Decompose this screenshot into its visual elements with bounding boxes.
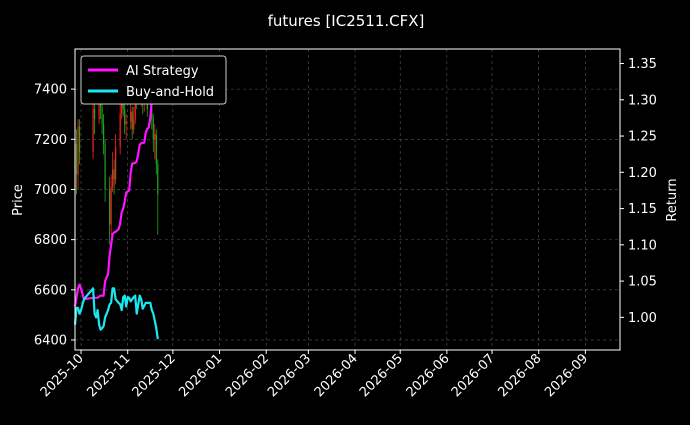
candle-body [77,126,79,175]
candle-body [92,109,94,152]
candle-body [119,114,121,147]
right-tick-label: 1.05 [628,275,657,290]
candle-body [93,109,96,120]
left-axis-label: Price [11,184,26,216]
candle-body [131,111,133,130]
candle-body [113,169,115,180]
buy-and-hold-line [73,287,159,340]
left-axis-ticks: 6400 6600 6800 7000 7200 7400 [34,83,75,348]
candle-body [110,186,112,225]
right-tick-label: 1.10 [628,238,657,253]
candle-body [109,189,111,225]
candle-body [101,106,103,125]
chart-title: futures [IC2511.CFX] [268,12,425,30]
legend-label-buy-and-hold: Buy-and-Hold [126,85,214,100]
candle-body [104,144,106,190]
candle-body [115,146,117,180]
candle-body [130,111,132,122]
left-tick-label: 6400 [34,333,67,348]
right-tick-label: 1.35 [628,57,657,72]
right-tick-label: 1.15 [628,202,657,217]
candle-body [98,99,100,120]
left-tick-label: 7200 [34,133,67,148]
candle-body [133,119,135,130]
right-tick-label: 1.20 [628,166,657,181]
candle-body [112,169,114,187]
left-tick-label: 7000 [34,183,67,198]
candle-body [78,126,81,152]
plot-frame [74,48,621,351]
candle-body [152,119,154,140]
candle-body [154,134,156,140]
left-tick-label: 6800 [34,233,67,248]
candle-body [134,94,136,120]
candle-body [75,144,78,175]
grid-lines [75,49,620,350]
candle-body [151,109,153,120]
legend-label-ai-strategy: AI Strategy [126,64,199,79]
right-tick-label: 1.30 [628,93,657,108]
candle-body [121,99,123,115]
left-tick-label: 6600 [34,283,67,298]
candle-body [103,124,105,145]
candle-body [155,134,157,165]
candle-body [157,164,159,195]
left-tick-label: 7400 [34,83,67,98]
ai-strategy-line [73,70,159,307]
right-axis-ticks: 1.00 1.05 1.10 1.15 1.20 1.25 1.30 1.35 [620,57,657,326]
return-lines [73,70,159,340]
candle-body [125,121,127,125]
candle-body [124,109,126,125]
right-tick-label: 1.25 [628,130,657,145]
right-axis-label: Return [665,178,680,221]
right-tick-label: 1.00 [628,311,657,326]
legend: AI Strategy Buy-and-Hold [80,55,227,105]
